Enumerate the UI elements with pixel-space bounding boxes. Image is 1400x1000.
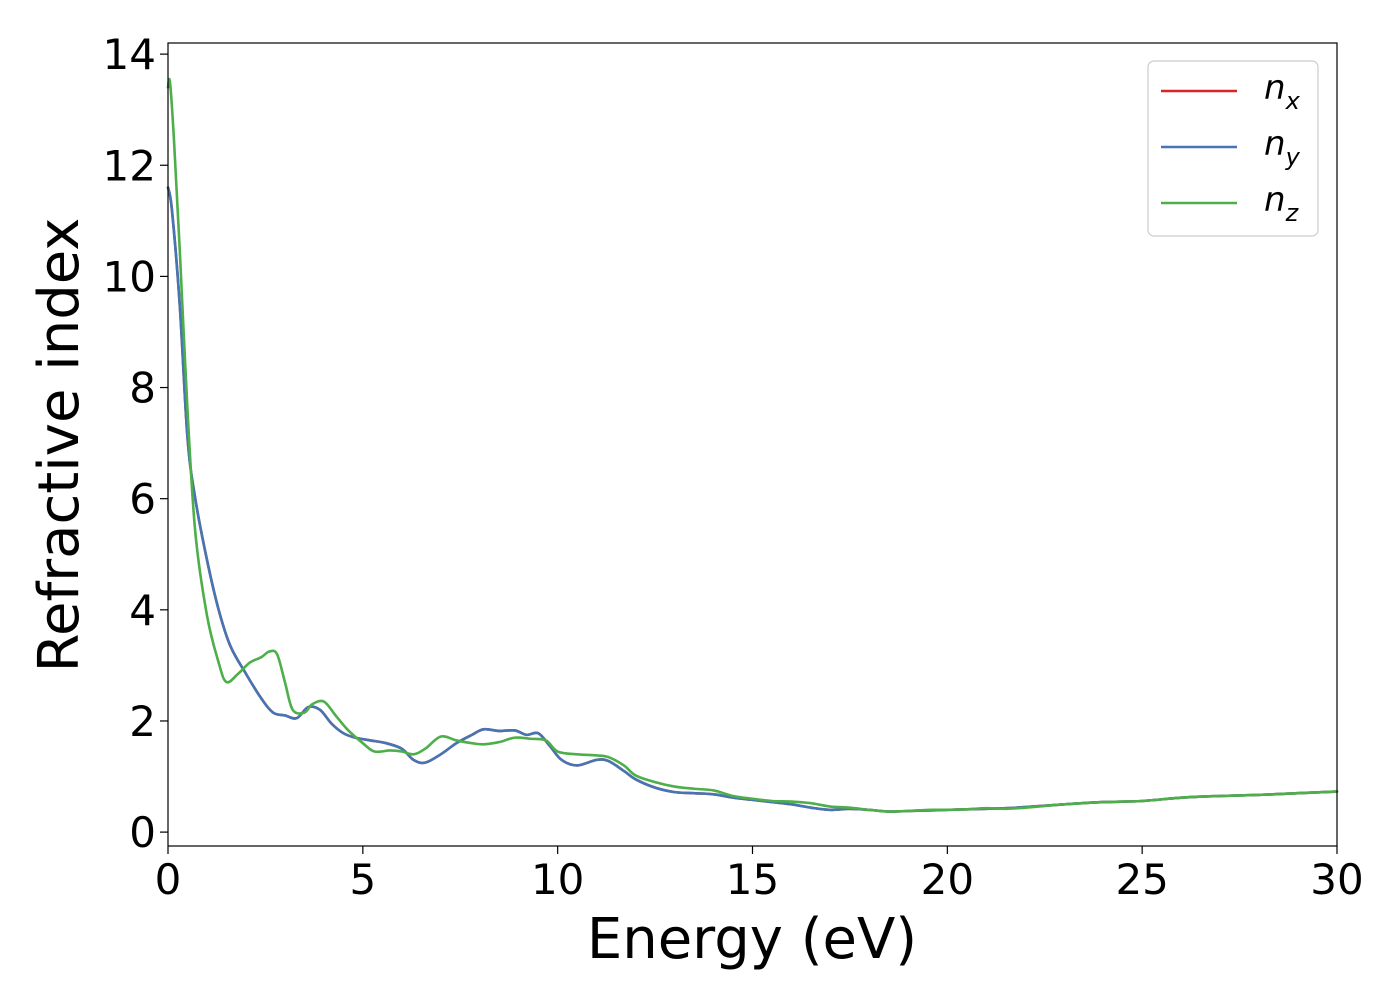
x-axis-label: Energy (eV) <box>587 907 917 972</box>
plot-area <box>168 43 1337 846</box>
x-axis-ticks: 0 5 10 15 20 25 30 <box>155 846 1364 904</box>
legend-label-base: n <box>1264 68 1286 108</box>
y-tick-label: 6 <box>129 475 156 524</box>
legend-label-y: ny <box>1264 124 1301 171</box>
y-tick-label: 12 <box>103 141 156 190</box>
x-tick-label: 10 <box>531 855 584 904</box>
y-tick-label: 8 <box>129 364 156 413</box>
x-tick-label: 25 <box>1115 855 1168 904</box>
y-tick-label: 2 <box>129 697 156 746</box>
legend-label-subscript: z <box>1285 199 1300 227</box>
legend-label-subscript: y <box>1285 143 1301 171</box>
legend-label-base: n <box>1264 180 1286 220</box>
x-tick-label: 30 <box>1310 855 1363 904</box>
y-tick-label: 14 <box>103 30 156 79</box>
y-tick-label: 4 <box>129 586 156 635</box>
x-tick-label: 5 <box>349 855 376 904</box>
legend-label-x: nx <box>1264 68 1301 115</box>
x-tick-label: 0 <box>155 855 182 904</box>
y-axis-label: Refractive index <box>27 218 92 673</box>
series-line-z <box>166 77 1339 813</box>
plot-frame <box>167 42 1338 847</box>
x-tick-label: 20 <box>921 855 974 904</box>
y-tick-label: 10 <box>103 252 156 301</box>
series-layer <box>166 77 1339 813</box>
x-tick-label: 15 <box>726 855 779 904</box>
legend-label-subscript: x <box>1285 87 1301 115</box>
legend-label-base: n <box>1264 124 1286 164</box>
y-axis-ticks: 0 2 4 6 8 10 12 14 <box>103 30 168 857</box>
y-tick-label: 0 <box>129 808 156 857</box>
legend-frame <box>1147 60 1319 237</box>
legend-label-z: nz <box>1264 180 1300 227</box>
